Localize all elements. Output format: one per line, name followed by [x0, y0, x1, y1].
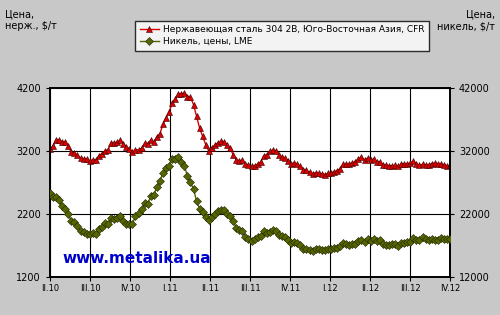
Legend: Нержавеющая сталь 304 2В, Юго-Восточная Азия, CFR, Никель, цены, LME: Нержавеющая сталь 304 2В, Юго-Восточная … [135, 21, 429, 51]
Text: Цена,
никель, $/т: Цена, никель, $/т [437, 9, 495, 31]
Text: www.metalika.ua: www.metalika.ua [62, 251, 210, 266]
Text: Цена,
нерж., $/т: Цена, нерж., $/т [5, 9, 57, 31]
